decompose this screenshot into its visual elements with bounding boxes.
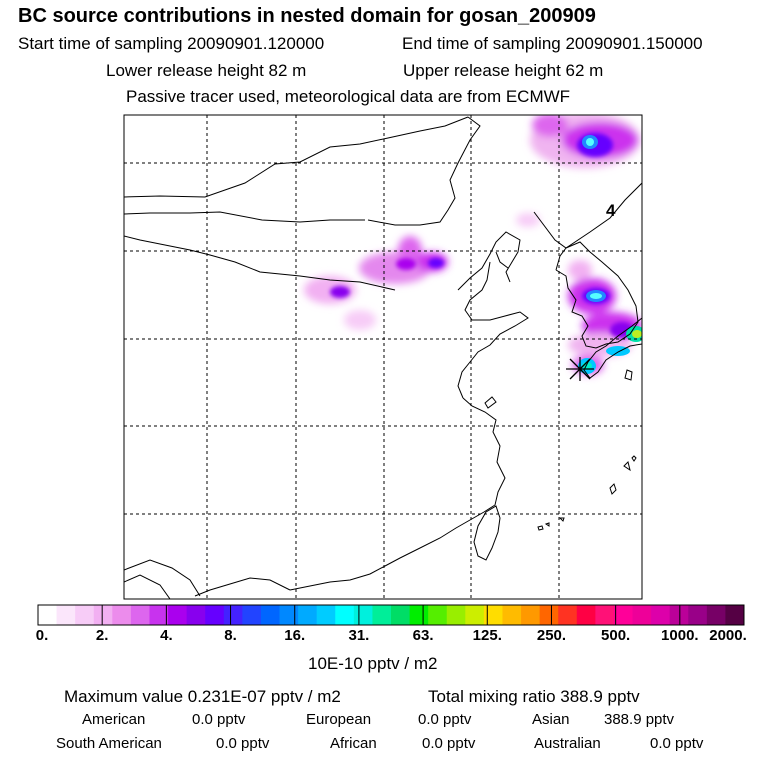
colorbar-segment [38,605,57,625]
american-value: 0.0 pptv [192,711,246,728]
colorbar-segment [688,605,708,625]
colorbar-segment [725,605,745,625]
colorbar-segment [149,605,169,625]
colorbar-segment [130,605,150,625]
colorbar-segment [576,605,596,625]
asian-value: 388.9 pptv [604,711,675,728]
coastlines [124,116,642,599]
colorbar-segment [242,605,262,625]
colorbar-segment [353,605,373,625]
european-value: 0.0 pptv [418,711,472,728]
south-american-label: South American [56,735,162,752]
african-label: African [330,735,377,752]
colorbar-segment [372,605,392,625]
upper-release-label: Upper release height 62 m [403,61,604,80]
colorbar-segment [428,605,448,625]
asian-label: Asian [532,711,570,728]
colorbar-tick-label: 31. [348,627,370,644]
colorbar-segment [186,605,206,625]
colorbar [37,604,745,626]
colorbar-segment [558,605,578,625]
region-label: 4 [606,201,616,220]
australian-value: 0.0 pptv [650,735,704,752]
colorbar-tick-label: 8. [224,627,237,644]
colorbar-segment [316,605,336,625]
lower-release-label: Lower release height 82 m [106,61,307,80]
colorbar-segment [56,605,76,625]
colorbar-segment [539,605,559,625]
colorbar-tick-label: 0. [35,627,49,644]
colorbar-segment [223,605,243,625]
african-value: 0.0 pptv [422,735,476,752]
colorbar-segment [298,605,318,625]
map-frame [123,114,643,600]
total-mixing-label: Total mixing ratio 388.9 pptv [428,687,640,706]
american-label: American [82,711,146,728]
colorbar-segment [502,605,522,625]
colorbar-tick-label: 63. [412,627,434,644]
plot-title: BC source contributions in nested domain… [18,5,596,27]
colorbar-frame [37,604,745,626]
colorbar-segment [391,605,410,625]
receptor-star-icon [566,357,594,381]
colorbar-segment [465,605,485,625]
colorbar-segment [446,605,466,625]
european-label: European [306,711,372,728]
colorbar-segment [93,605,113,625]
colorbar-tick-label: 250. [536,627,567,644]
colorbar-tick-label: 1000. [661,627,699,644]
colorbar-segment [279,605,299,625]
colorbar-segment [483,605,503,625]
end-time-label: End time of sampling 20090901.150000 [402,34,703,53]
colorbar-tick-label: 125. [472,627,502,644]
map-grid [124,115,642,599]
colorbar-segment [595,605,615,625]
colorbar-segment [168,605,188,625]
colorbar-tick-label: 2000. [709,627,747,644]
colorbar-segment [112,605,132,625]
colorbar-tick-label: 500. [601,627,631,644]
colorbar-segment [706,605,726,625]
colorbar-segment [335,605,355,625]
start-time-label: Start time of sampling 20090901.120000 [18,34,325,53]
colorbar-segment [521,605,541,625]
plume-layer [304,115,642,375]
info-label: Passive tracer used, meteorological data… [126,87,571,106]
colorbar-segment [613,605,633,625]
colorbar-segment [651,605,671,625]
australian-label: Australian [534,735,601,752]
colorbar-segment [632,605,652,625]
max-value-label: Maximum value 0.231E-07 pptv / m2 [64,687,341,706]
colorbar-segment [409,605,429,625]
south-american-value: 0.0 pptv [216,735,270,752]
colorbar-tick-label: 4. [160,627,173,644]
colorbar-tick-label: 2. [95,627,109,644]
colorbar-units: 10E-10 pptv / m2 [308,654,438,673]
colorbar-segment [75,605,95,625]
colorbar-tick-label: 16. [284,627,306,644]
colorbar-segment [205,605,225,625]
colorbar-segment [669,605,689,625]
colorbar-segment [260,605,280,625]
